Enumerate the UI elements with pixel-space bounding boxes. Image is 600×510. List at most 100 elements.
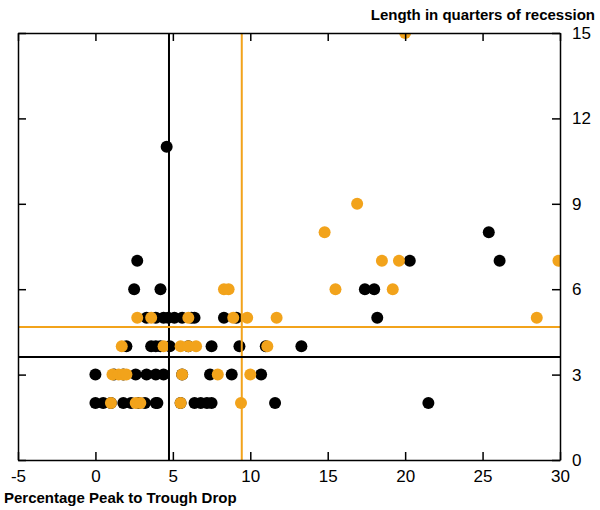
tick: 15 [552,24,591,43]
tick [250,33,251,41]
point [212,369,224,381]
point [494,255,506,267]
tick-mark [405,33,407,41]
tick-mark [18,118,26,120]
tick [18,204,26,205]
tick-label: 15 [319,467,338,486]
point [131,312,143,324]
tick [95,33,96,41]
axis [18,34,26,461]
tick-mark [95,452,97,460]
tick [18,289,26,290]
tick-mark [552,204,560,206]
point [255,369,267,381]
axis: -5051015202530 [11,452,570,486]
tick-label: 6 [572,280,581,299]
tick: 6 [552,280,581,299]
point [158,340,170,352]
tick: 9 [552,195,581,214]
point [223,283,235,295]
tick [483,33,484,41]
point [376,255,388,267]
tick-mark [18,204,26,206]
tick: 3 [552,366,581,385]
tick [18,118,26,119]
point [241,312,253,324]
point [329,283,341,295]
point [120,369,132,381]
point [158,369,170,381]
tick-mark [18,289,26,291]
point [483,226,495,238]
axis [19,33,561,41]
reference-line [18,326,560,328]
tick-mark [552,460,560,462]
tick-mark [552,374,560,376]
tick-mark [327,452,329,460]
tick-mark [250,452,252,460]
point [226,369,238,381]
tick-label: 0 [91,467,100,486]
point [271,312,283,324]
axis-line [19,33,561,35]
reference-line [168,33,170,460]
tick-label: 0 [572,451,581,470]
tick-mark [18,374,26,376]
tick-label: 3 [572,366,581,385]
tick: 0 [552,451,581,470]
tick-mark [18,33,26,35]
reference-line [241,33,243,460]
point [531,312,543,324]
point [154,283,166,295]
point [176,369,188,381]
point [206,340,218,352]
tick-mark [173,452,175,460]
series [89,141,505,409]
point [105,397,117,409]
tick-mark [327,33,329,41]
y-axis-title: Length in quarters of recession [371,6,595,23]
point [269,397,281,409]
tick-mark [482,33,484,41]
point [134,397,146,409]
series [105,33,560,409]
point [387,283,399,295]
tick-mark [250,33,252,41]
point [175,397,187,409]
tick-mark [405,452,407,460]
tick: 12 [552,109,591,128]
tick: 0 [91,452,100,486]
tick-mark [552,118,560,120]
point [393,255,405,267]
point [404,255,416,267]
axis: 0 3 6 9 12 15 [552,24,591,470]
reference-line [18,356,560,358]
tick: 20 [396,452,415,486]
point [233,340,245,352]
chart: -505101520253003691215Length in quarters… [0,0,600,510]
tick: 15 [319,452,338,486]
point [261,340,273,352]
point [295,340,307,352]
tick-label: 15 [572,24,591,43]
point [175,397,187,409]
tick: 5 [169,452,178,486]
point [89,369,101,381]
tick-mark [482,452,484,460]
point [227,312,239,324]
point [368,283,380,295]
tick-label: 9 [572,195,581,214]
point [206,397,218,409]
point [371,312,383,324]
tick-label: 25 [474,467,493,486]
tick-label: 12 [572,109,591,128]
point [131,255,143,267]
point [145,312,157,324]
point [176,369,188,381]
tick [18,33,26,34]
tick-mark [95,33,97,41]
tick: 25 [474,452,493,486]
point [190,340,202,352]
tick-label: 30 [551,467,570,486]
point [161,141,173,153]
